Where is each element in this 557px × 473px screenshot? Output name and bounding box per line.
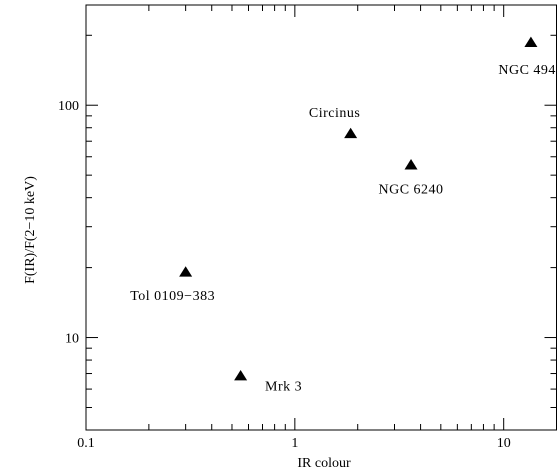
point-label: Tol 0109−383 xyxy=(130,289,215,304)
y-tick-label: 10 xyxy=(65,332,79,347)
x-tick-label: 0.1 xyxy=(77,436,95,451)
data-point-triangle xyxy=(179,266,193,277)
plot-border xyxy=(85,4,557,431)
data-point-triangle xyxy=(344,127,358,139)
point-label: Mrk 3 xyxy=(265,379,302,394)
x-tick-label: 1 xyxy=(291,436,298,451)
x-axis-ticks: 0.1 1 10 xyxy=(77,5,511,451)
plot-frame xyxy=(85,4,557,431)
y-axis-label: F(IR)/F(2−10 keV) xyxy=(23,176,38,284)
data-points xyxy=(179,36,538,381)
y-tick-label: 100 xyxy=(58,99,79,114)
data-point-triangle xyxy=(524,36,538,48)
x-tick-label: 10 xyxy=(497,436,511,451)
point-labels: NGC 4945 Circinus NGC 6240 Tol 0109−383 Mrk … xyxy=(130,63,557,394)
data-point-triangle xyxy=(404,159,418,170)
point-label: NGC 6240 xyxy=(378,183,443,198)
point-label: Circinus xyxy=(309,106,360,121)
x-axis-label: IR colour xyxy=(297,456,351,471)
data-point-triangle xyxy=(234,369,248,381)
point-label: NGC 4945 xyxy=(498,63,557,78)
y-axis-ticks: 10 100 xyxy=(58,34,557,431)
